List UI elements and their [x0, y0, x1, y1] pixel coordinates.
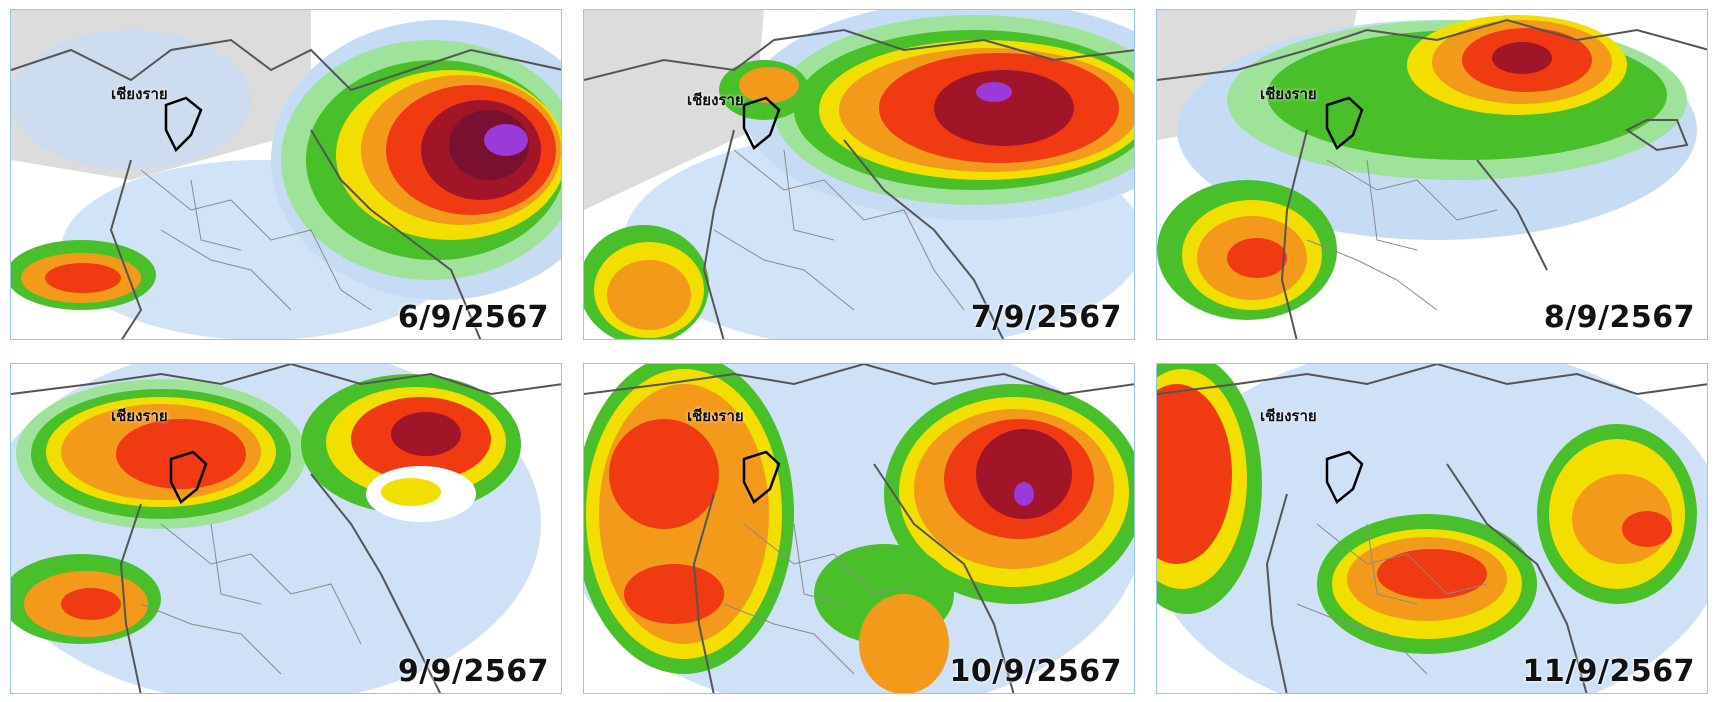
rain-map-1 [11, 10, 561, 339]
map-panel-4: เชียงราย 9/9/2567 [10, 363, 562, 694]
date-label: 9/9/2567 [397, 654, 549, 689]
map-panel-2: เชียงราย 7/9/2567 [583, 9, 1135, 340]
chiang-rai-label: เชียงราย [687, 91, 744, 109]
rain-map-3 [1157, 10, 1707, 339]
map-panel-1: เชียงราย 6/9/2567 [10, 9, 562, 340]
map-panel-5: เชียงราย 10/9/2567 [583, 363, 1135, 694]
rain-map-4 [11, 364, 561, 693]
date-label: 6/9/2567 [397, 300, 549, 335]
date-label: 7/9/2567 [970, 300, 1122, 335]
date-label: 10/9/2567 [949, 654, 1122, 689]
date-label: 11/9/2567 [1522, 654, 1695, 689]
chiang-rai-label: เชียงราย [111, 407, 168, 425]
rain-map-2 [584, 10, 1134, 339]
chiang-rai-label: เชียงราย [1260, 85, 1317, 103]
date-label: 8/9/2567 [1543, 300, 1695, 335]
chiang-rai-label: เชียงราย [1260, 407, 1317, 425]
chiang-rai-label: เชียงราย [687, 407, 744, 425]
map-panel-6: เชียงราย 11/9/2567 [1156, 363, 1708, 694]
map-panel-3: เชียงราย 8/9/2567 [1156, 9, 1708, 340]
rain-map-6 [1157, 364, 1707, 693]
rain-map-5 [584, 364, 1134, 693]
chiang-rai-label: เชียงราย [111, 85, 168, 103]
